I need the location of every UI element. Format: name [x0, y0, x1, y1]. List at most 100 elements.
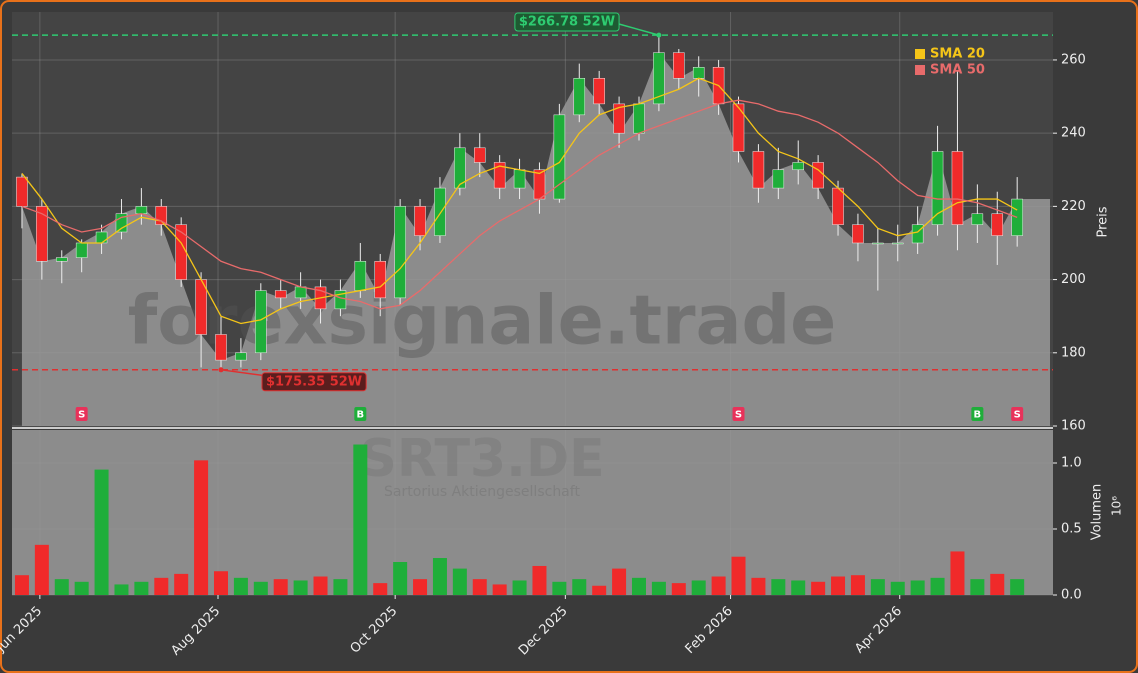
candle-body: [95, 231, 108, 244]
signal-badge: [1011, 407, 1024, 421]
signal-label: S: [735, 410, 742, 421]
candle-body: [573, 78, 586, 116]
sma-line: [21, 77, 1018, 325]
signal-badge: [971, 407, 984, 421]
candle-body: [334, 290, 347, 310]
volume-bar: [313, 576, 328, 595]
legend-swatch: [915, 65, 925, 75]
candle-body: [294, 286, 307, 299]
candle-body: [434, 187, 446, 236]
annotation-point: [218, 367, 224, 373]
candle-body: [553, 114, 566, 200]
volume-bar: [432, 558, 447, 595]
candle-body: [533, 169, 546, 200]
candle-body: [911, 224, 924, 244]
volume-bar: [134, 581, 149, 595]
volume-bar: [870, 579, 885, 595]
candle-body: [593, 78, 605, 105]
volume-bar: [194, 460, 209, 595]
legend-swatch: [915, 49, 925, 59]
candle-body: [454, 147, 466, 189]
volume-bar: [910, 580, 925, 595]
volume-bar: [54, 579, 69, 595]
signal-badge: [732, 407, 745, 421]
candle-body: [832, 187, 844, 225]
volume-bar: [413, 579, 428, 595]
volume-bar: [850, 575, 865, 595]
y-scale-label: 10⁶: [1110, 496, 1124, 516]
y-tick-label: 180: [1061, 345, 1086, 360]
volume-bar: [472, 579, 487, 595]
candle-body: [36, 206, 48, 262]
volume-bar: [333, 579, 348, 595]
volume-bar: [174, 573, 189, 595]
y-tick-label: 1.0: [1061, 456, 1082, 471]
y-tick-label: 0.0: [1061, 588, 1082, 603]
candle-body: [235, 352, 247, 361]
volume-bar: [671, 583, 686, 595]
candle-body: [852, 224, 864, 244]
volume-bar: [353, 444, 368, 595]
candle-body: [772, 169, 785, 189]
annotation-box: [514, 12, 620, 32]
candle-body: [374, 261, 386, 299]
candle-body: [115, 213, 128, 233]
volume-bar: [612, 568, 627, 595]
candle-body: [513, 169, 526, 189]
candle-body: [474, 147, 486, 163]
watermark: forexsignale.trade: [128, 282, 837, 361]
candle-body: [692, 67, 705, 79]
candle-body: [792, 162, 804, 171]
volume-bar: [1010, 579, 1025, 595]
y-axis-label: Volumen: [1090, 484, 1105, 541]
signal-badge: [75, 407, 88, 421]
volume-bar: [631, 577, 646, 595]
candle-body: [354, 261, 367, 291]
volume-bar: [14, 575, 29, 595]
volume-bar: [154, 577, 169, 595]
volume-bar: [890, 581, 905, 595]
candle-body: [971, 213, 984, 225]
candle-body: [752, 151, 765, 189]
volume-bar: [791, 580, 806, 595]
volume-bar: [114, 584, 129, 595]
volume-bar: [711, 576, 726, 595]
watermark-symbol: SRT3.DE: [359, 429, 604, 489]
candle-body: [414, 206, 426, 236]
volume-bar: [751, 577, 766, 595]
legend-label: SMA 20: [930, 47, 985, 62]
candle-body: [155, 206, 168, 225]
watermark-company: Sartorius Aktiengesellschaft: [384, 484, 580, 500]
candle-body: [732, 103, 745, 152]
volume-bar: [273, 579, 288, 595]
volume-bar: [512, 580, 527, 595]
signal-label: B: [974, 410, 982, 421]
candle-body: [215, 334, 227, 361]
y-tick-label: 160: [1061, 419, 1086, 434]
signal-label: S: [1014, 410, 1021, 421]
volume-bar: [393, 562, 408, 595]
annotation-box: [261, 372, 367, 392]
volume-bar: [552, 581, 567, 595]
volume-bar: [651, 581, 666, 595]
volume-bar: [930, 577, 945, 595]
candle-body: [613, 103, 625, 134]
price-area: [21, 52, 1051, 427]
y-tick-label: 260: [1061, 52, 1086, 67]
annotation-arrow: [618, 23, 660, 36]
annotation-label: $266.78 52W: [519, 15, 615, 30]
candle-body: [493, 162, 506, 189]
volume-bar: [950, 551, 965, 595]
volume-bar: [233, 577, 248, 595]
sma-line: [21, 99, 1018, 310]
candle-body: [75, 242, 88, 258]
volume-bar: [213, 571, 228, 595]
volume-bar: [970, 579, 985, 595]
volume-bar: [452, 568, 467, 595]
y-tick-label: 200: [1061, 272, 1086, 287]
annotation-label: $175.35 52W: [266, 374, 362, 389]
candle-body: [812, 162, 824, 189]
y-axis-label: Preis: [1096, 206, 1111, 237]
